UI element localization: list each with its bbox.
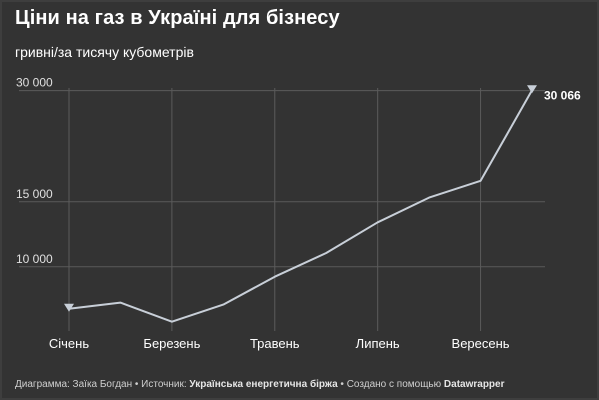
footer-created-label: • Создано с помощью — [337, 379, 444, 390]
footer-byline: Диаграмма: Заїка Богдан • Источник: — [15, 379, 190, 390]
x-tick-label: Березень — [143, 336, 200, 351]
series-line — [68, 89, 533, 323]
chart-footer: Диаграмма: Заїка Богдан • Источник: Укра… — [15, 379, 505, 390]
x-tick-label: Вересень — [452, 336, 510, 351]
footer-tool: Datawrapper — [443, 379, 505, 390]
x-tick-label: Травень — [250, 336, 300, 351]
y-tick-label: 30 000 — [16, 76, 53, 90]
x-tick-label: Січень — [49, 336, 89, 351]
end-marker — [527, 85, 537, 94]
x-tick-label: Липень — [356, 336, 400, 351]
end-marker — [64, 303, 74, 312]
data-label: 30 066 — [544, 88, 581, 102]
y-tick-label: 15 000 — [16, 187, 53, 201]
footer-source: Українська енергетична біржа — [189, 379, 338, 390]
chart-subtitle: гривні/за тисячу кубометрів — [15, 44, 194, 60]
y-tick-label: 10 000 — [16, 252, 53, 266]
chart-title: Ціни на газ в Україні для бізнесу — [15, 7, 340, 29]
